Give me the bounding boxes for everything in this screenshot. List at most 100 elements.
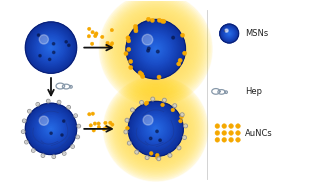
Circle shape [134, 108, 177, 150]
Circle shape [236, 137, 240, 142]
Circle shape [46, 43, 56, 53]
Circle shape [145, 101, 149, 105]
Circle shape [89, 124, 92, 127]
Circle shape [227, 31, 232, 36]
Circle shape [105, 78, 207, 180]
Circle shape [146, 40, 165, 59]
Circle shape [131, 24, 181, 74]
Circle shape [39, 116, 48, 125]
Circle shape [110, 83, 202, 175]
Circle shape [29, 111, 30, 112]
Circle shape [156, 130, 158, 133]
Circle shape [104, 121, 107, 125]
Circle shape [142, 35, 170, 63]
Circle shape [52, 51, 55, 53]
Circle shape [159, 139, 161, 142]
Circle shape [126, 126, 129, 130]
Circle shape [154, 47, 158, 51]
Circle shape [131, 104, 180, 154]
Circle shape [106, 44, 109, 47]
Circle shape [147, 120, 165, 138]
Circle shape [150, 43, 162, 55]
Circle shape [23, 131, 24, 132]
Circle shape [152, 98, 153, 100]
Circle shape [215, 131, 220, 135]
Circle shape [132, 109, 133, 111]
Circle shape [50, 132, 52, 134]
Circle shape [221, 25, 238, 42]
Circle shape [236, 124, 240, 129]
Circle shape [29, 25, 74, 70]
Circle shape [93, 122, 97, 125]
Circle shape [29, 26, 73, 69]
Circle shape [236, 131, 240, 135]
Circle shape [223, 27, 235, 40]
Circle shape [47, 124, 55, 133]
Circle shape [149, 122, 163, 136]
Circle shape [226, 30, 232, 37]
Circle shape [222, 26, 237, 41]
Circle shape [43, 121, 59, 137]
Circle shape [45, 122, 57, 135]
Circle shape [135, 108, 176, 149]
Circle shape [137, 31, 174, 68]
Circle shape [136, 109, 176, 149]
Circle shape [174, 105, 175, 106]
Circle shape [127, 20, 185, 78]
Circle shape [105, 0, 207, 100]
Circle shape [154, 127, 158, 131]
Circle shape [226, 31, 232, 36]
Circle shape [32, 29, 70, 66]
Circle shape [33, 111, 69, 147]
Circle shape [27, 105, 75, 153]
Circle shape [225, 29, 234, 38]
Circle shape [157, 18, 161, 22]
Circle shape [135, 28, 177, 70]
Circle shape [145, 119, 166, 139]
Circle shape [224, 28, 234, 39]
Circle shape [42, 120, 60, 138]
Circle shape [164, 100, 165, 101]
Circle shape [147, 121, 164, 137]
Circle shape [227, 31, 232, 36]
Circle shape [184, 137, 185, 138]
Circle shape [92, 129, 95, 132]
Circle shape [229, 131, 234, 135]
Circle shape [41, 119, 61, 139]
Circle shape [225, 29, 234, 38]
Circle shape [228, 32, 230, 35]
Circle shape [225, 29, 234, 38]
Circle shape [131, 25, 180, 74]
Circle shape [224, 28, 235, 39]
Circle shape [226, 30, 233, 37]
Circle shape [126, 19, 185, 79]
Circle shape [140, 72, 144, 76]
Circle shape [49, 58, 51, 60]
Circle shape [95, 32, 98, 35]
Circle shape [88, 113, 91, 116]
Circle shape [221, 25, 237, 42]
Circle shape [181, 114, 183, 115]
Circle shape [136, 152, 137, 153]
Circle shape [149, 137, 152, 140]
Circle shape [177, 62, 181, 66]
Circle shape [36, 114, 66, 144]
Circle shape [151, 45, 160, 54]
Circle shape [130, 23, 182, 75]
Circle shape [53, 156, 54, 157]
Circle shape [228, 33, 230, 34]
Circle shape [47, 44, 55, 51]
Circle shape [44, 41, 58, 55]
Circle shape [141, 115, 170, 143]
Circle shape [178, 58, 182, 63]
Circle shape [225, 29, 228, 32]
Circle shape [129, 65, 133, 70]
Circle shape [229, 33, 230, 34]
Circle shape [27, 105, 75, 153]
Circle shape [133, 26, 179, 72]
Circle shape [109, 121, 112, 124]
Circle shape [153, 126, 158, 132]
Circle shape [144, 102, 148, 105]
Circle shape [160, 19, 164, 23]
Circle shape [78, 125, 79, 127]
